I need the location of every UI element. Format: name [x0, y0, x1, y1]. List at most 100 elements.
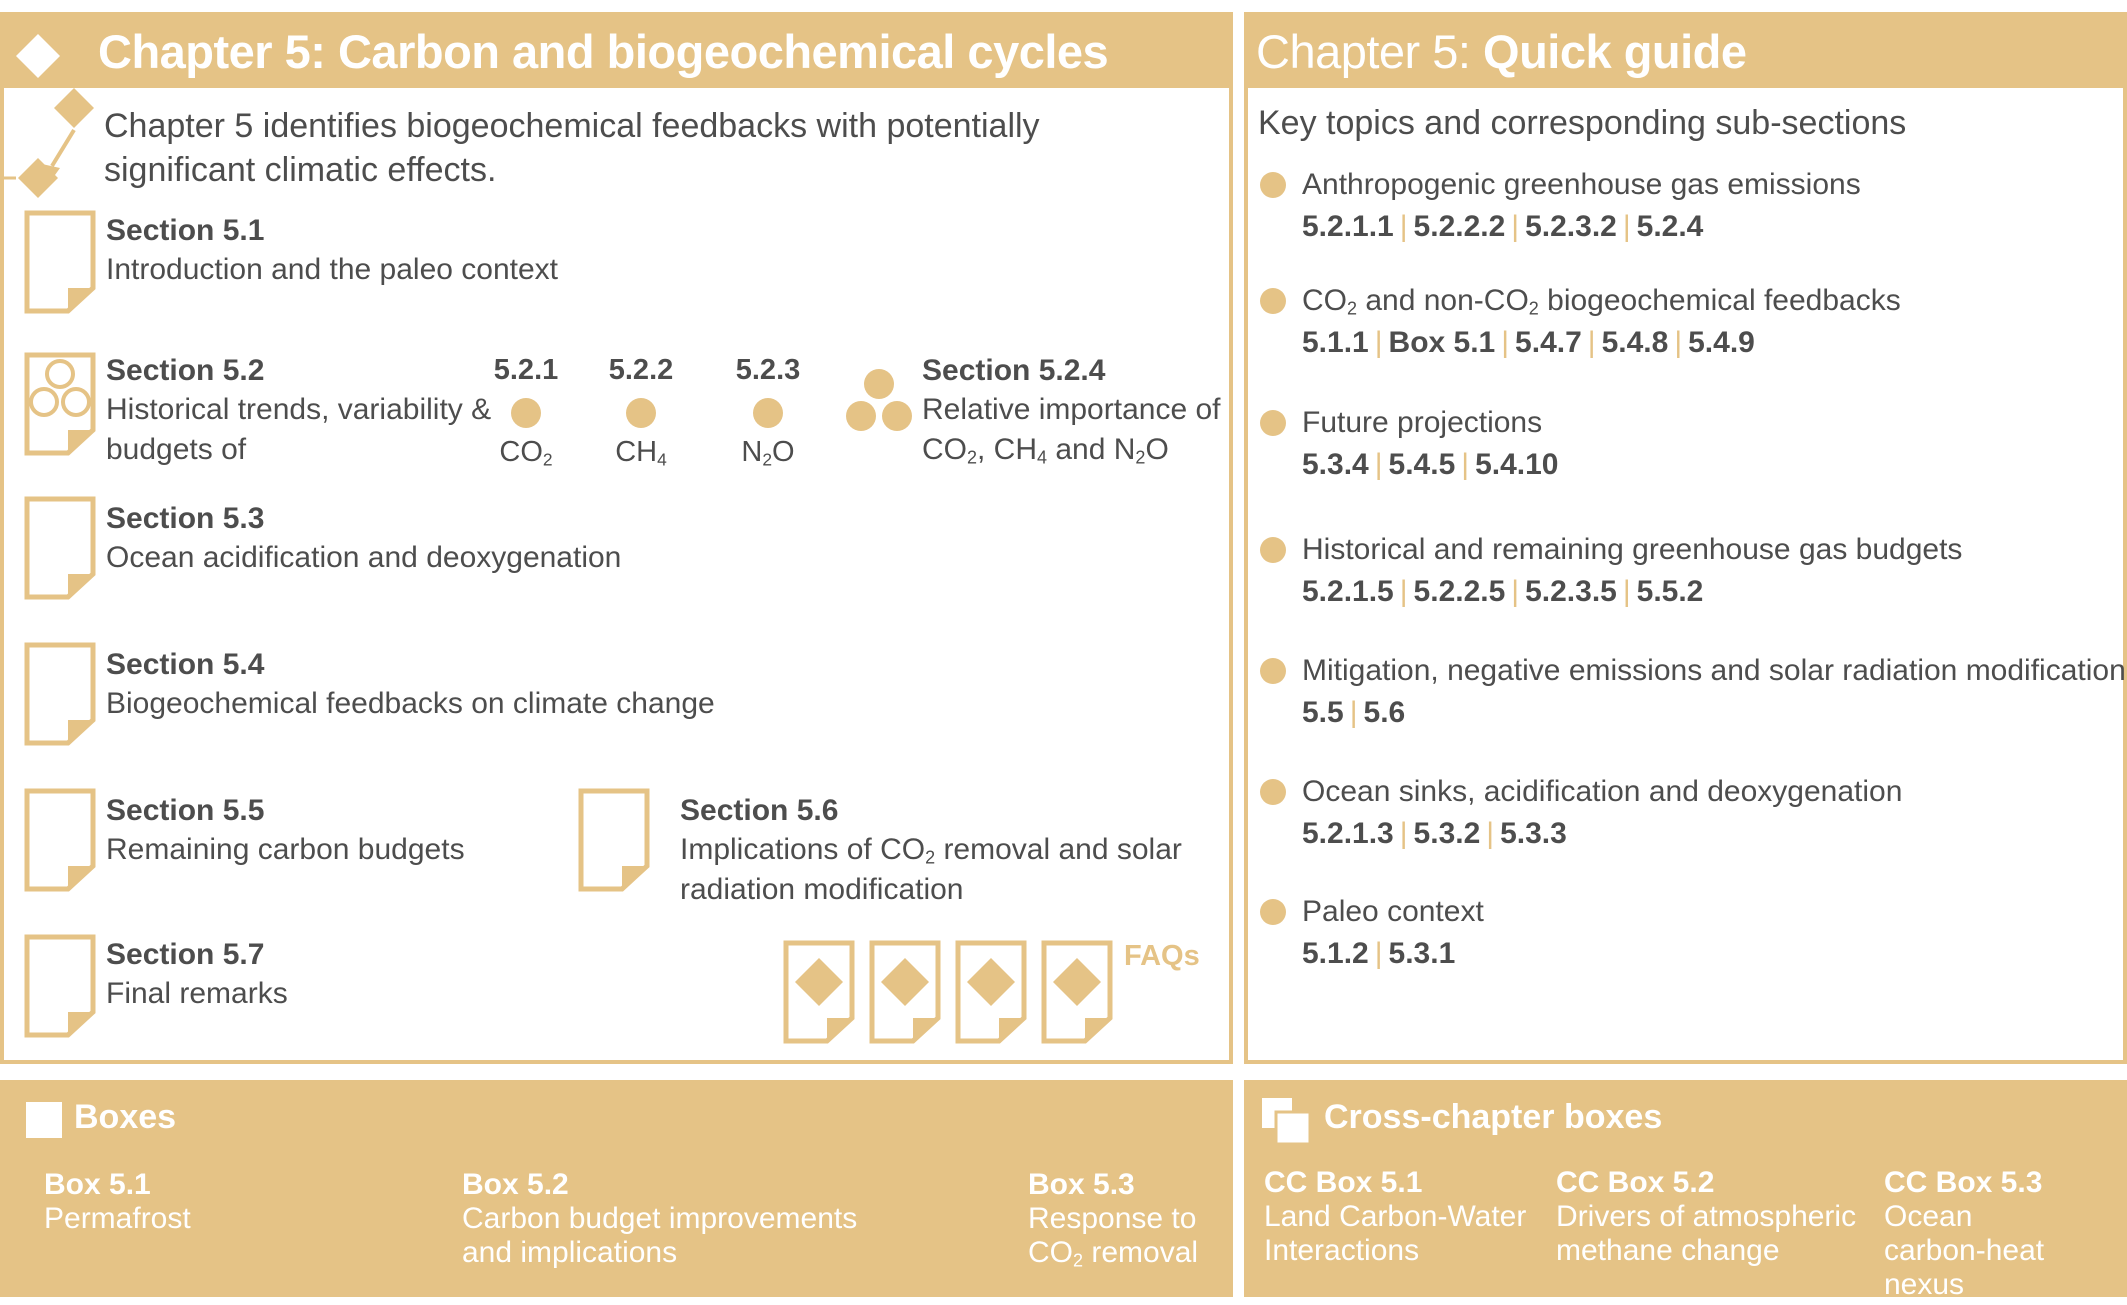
section-5-6-desc-line2: radiation modification	[680, 873, 964, 906]
section-5-5-document-icon	[24, 788, 96, 892]
faq-document-icon[interactable]	[868, 940, 942, 1044]
gas-5-2-2-code[interactable]: 5.2.2	[608, 354, 674, 386]
ref-link[interactable]: 5.6	[1363, 696, 1406, 729]
bullet-dot-icon	[1260, 410, 1286, 436]
topic-title: Anthropogenic greenhouse gas emissions	[1302, 168, 1861, 201]
box-desc: CO2 removal	[1028, 1236, 1199, 1271]
section-5-1-title[interactable]: Section 5.1	[106, 214, 265, 247]
faqs-label[interactable]: FAQs	[1124, 940, 1200, 972]
section-5-1-desc: Introduction and the paleo context	[106, 253, 558, 286]
quick-guide-title: Quick guide	[1483, 25, 1747, 78]
cc-box-title: CC Box 5.2	[1556, 1166, 1715, 1199]
gas-ch4-dot	[626, 398, 656, 428]
faq-document-icon[interactable]	[1040, 940, 1114, 1044]
section-5-6-document-icon	[578, 788, 650, 892]
section-5-1-document-icon	[24, 210, 96, 314]
ref-link[interactable]: 5.5	[1302, 696, 1344, 729]
bullet-dot-icon	[1260, 779, 1286, 805]
ref-link[interactable]: 5.4.9	[1688, 326, 1755, 359]
topic-refs: 5.1.1 | Box 5.1 | 5.4.7 | 5.4.8 | 5.4.9	[1302, 326, 1755, 359]
ref-link[interactable]: 5.2.4	[1636, 210, 1704, 243]
ref-link[interactable]: 5.4.5	[1388, 448, 1456, 481]
chapter-header: Chapter 5: Carbon and biogeochemical cyc…	[4, 16, 1229, 88]
section-5-3-desc: Ocean acidification and deoxygenation	[106, 541, 622, 574]
section-5-2-4-title[interactable]: Section 5.2.4	[922, 354, 1106, 387]
section-5-3-title[interactable]: Section 5.3	[106, 502, 265, 535]
topic-title: Mitigation, negative emissions and solar…	[1302, 654, 2126, 687]
cc-box-desc: Interactions	[1264, 1234, 1420, 1267]
ref-link[interactable]: 5.1.1	[1302, 326, 1369, 359]
gas-5-2-3-code[interactable]: 5.2.3	[735, 354, 801, 386]
section-5-6-title[interactable]: Section 5.6	[680, 794, 839, 827]
ref-link[interactable]: 5.2.3.2	[1525, 210, 1617, 243]
ref-link[interactable]: 5.2.1.5	[1302, 575, 1394, 608]
section-5-7-desc: Final remarks	[106, 977, 288, 1010]
section-5-6-desc-line1: Implications of CO2 removal and solar	[680, 833, 1182, 868]
box-desc: and implications	[462, 1236, 678, 1269]
topic-title: Ocean sinks, acidification and deoxygena…	[1302, 775, 1903, 808]
chapter-logo-icon	[16, 34, 60, 78]
flow-arrows-icon	[4, 88, 94, 198]
ref-link[interactable]: 5.3.2	[1413, 817, 1481, 850]
ref-link[interactable]: 5.2.2.5	[1413, 575, 1506, 608]
topic-refs: 5.2.1.1 | 5.2.2.2 | 5.2.3.2 | 5.2.4	[1302, 210, 1704, 243]
cc-box-title: CC Box 5.3	[1884, 1166, 2043, 1199]
section-5-4-title[interactable]: Section 5.4	[106, 648, 265, 681]
topic-title: Historical and remaining greenhouse gas …	[1302, 533, 1963, 566]
box-item[interactable]: Box 5.1 Permafrost	[44, 1168, 191, 1236]
box-title: Box 5.1	[44, 1168, 151, 1201]
ref-link[interactable]: 5.4.8	[1601, 326, 1669, 359]
boxes-bar: Boxes Box 5.1 Permafrost Box 5.2 Carbon …	[0, 1080, 1233, 1297]
cc-box-desc: methane change	[1556, 1234, 1780, 1267]
cc-box-item[interactable]: CC Box 5.3 Ocean carbon-heat nexus	[1884, 1166, 2127, 1302]
ref-link[interactable]: 5.3.1	[1388, 937, 1456, 970]
ref-link[interactable]: 5.2.3.5	[1525, 575, 1617, 608]
gas-co2-label: CO2	[499, 436, 553, 470]
box-title: Box 5.2	[462, 1168, 569, 1201]
ref-link[interactable]: 5.2.1.3	[1302, 817, 1394, 850]
cc-box-item[interactable]: CC Box 5.2 Drivers of atmospheric methan…	[1556, 1166, 1856, 1268]
topic-refs: 5.1.2 | 5.3.1	[1302, 937, 1456, 970]
ref-link[interactable]: 5.2.2.2	[1413, 210, 1506, 243]
box-item[interactable]: Box 5.2 Carbon budget improvements and i…	[462, 1168, 857, 1270]
bullet-dot-icon	[1260, 172, 1286, 198]
overlapping-squares-icon	[1262, 1098, 1312, 1146]
cc-box-title: CC Box 5.1	[1264, 1166, 1423, 1199]
section-5-3-document-icon	[24, 496, 96, 600]
section-5-7-title[interactable]: Section 5.7	[106, 938, 265, 971]
ref-link[interactable]: 5.3.4	[1302, 448, 1369, 481]
ref-link[interactable]: 5.5.2	[1636, 575, 1704, 608]
section-5-5-title[interactable]: Section 5.5	[106, 794, 265, 827]
gas-ch4-label: CH4	[615, 436, 667, 470]
ref-link[interactable]: 5.4.10	[1475, 448, 1559, 481]
faq-document-icon[interactable]	[782, 940, 856, 1044]
ref-link[interactable]: Box 5.1	[1388, 326, 1496, 359]
section-5-2-desc-line2: budgets of	[106, 433, 247, 466]
section-5-2-document-icon	[24, 352, 96, 456]
faq-document-icon[interactable]	[954, 940, 1028, 1044]
topic-refs: 5.2.1.3 | 5.3.2 | 5.3.3	[1302, 817, 1567, 850]
box-desc: Response to	[1028, 1202, 1197, 1235]
ref-link[interactable]: 5.3.3	[1500, 817, 1567, 850]
section-5-2-title[interactable]: Section 5.2	[106, 354, 265, 387]
gas-n2o-label: N2O	[741, 436, 795, 470]
cc-boxes-title: Cross-chapter boxes	[1324, 1098, 1663, 1136]
quick-guide-title-prefix: Chapter 5:	[1256, 25, 1484, 78]
box-title: Box 5.3	[1028, 1168, 1135, 1201]
box-desc: Carbon budget improvements	[462, 1202, 858, 1235]
ref-link[interactable]: 5.2.1.1	[1302, 210, 1394, 243]
topic-refs: 5.3.4 | 5.4.5 | 5.4.10	[1302, 448, 1559, 481]
ref-link[interactable]: 5.1.2	[1302, 937, 1369, 970]
section-5-4-document-icon	[24, 642, 96, 746]
quick-guide-panel: Chapter 5: Quick guide Key topics and co…	[1244, 12, 2127, 1064]
box-item[interactable]: Box 5.3 Response to CO2 removal	[1028, 1168, 1198, 1270]
ref-link[interactable]: 5.4.7	[1515, 326, 1582, 359]
topic-title: Future projections	[1302, 406, 1543, 439]
chapter-overview-panel: Chapter 5: Carbon and biogeochemical cyc…	[0, 12, 1233, 1064]
cross-chapter-boxes-bar: Cross-chapter boxes CC Box 5.1 Land Carb…	[1244, 1080, 2127, 1301]
gas-5-2-1-code[interactable]: 5.2.1	[493, 354, 559, 386]
section-5-7-document-icon	[24, 934, 96, 1038]
bullet-dot-icon	[1260, 288, 1286, 314]
gas-co2-dot	[511, 398, 541, 428]
cc-box-item[interactable]: CC Box 5.1 Land Carbon-Water Interaction…	[1264, 1166, 1526, 1268]
